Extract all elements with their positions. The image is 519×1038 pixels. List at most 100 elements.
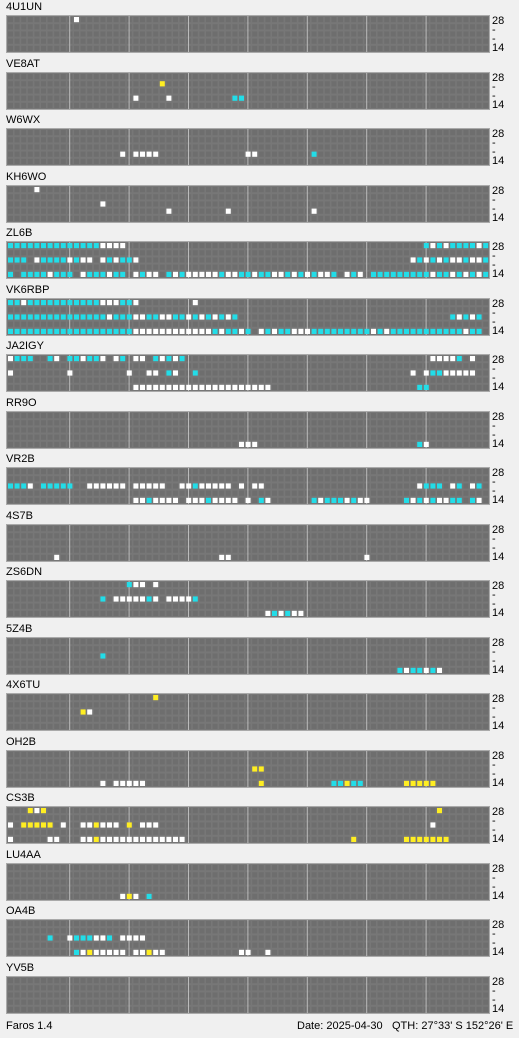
activity-cell [67, 483, 72, 488]
empty-cell [318, 144, 323, 149]
empty-cell [384, 314, 389, 319]
empty-cell [477, 378, 482, 383]
empty-cell [180, 469, 185, 474]
empty-cell [470, 533, 475, 538]
empty-cell [292, 660, 297, 665]
activity-cell [292, 328, 297, 333]
empty-cell [8, 24, 13, 29]
band-activity-grid[interactable] [6, 354, 490, 392]
empty-cell [28, 74, 33, 79]
empty-cell [470, 31, 475, 36]
empty-cell [285, 660, 290, 665]
empty-cell [160, 653, 165, 658]
empty-cell [450, 250, 455, 255]
empty-cell [252, 356, 257, 361]
empty-cell [279, 589, 284, 594]
activity-cell [153, 370, 158, 375]
empty-cell [279, 24, 284, 29]
empty-cell [331, 215, 336, 220]
empty-cell [239, 102, 244, 107]
band-activity-grid[interactable] [6, 128, 490, 166]
empty-cell [153, 39, 158, 44]
empty-cell [279, 95, 284, 100]
band-activity-grid[interactable] [6, 637, 490, 675]
empty-cell [463, 483, 468, 488]
empty-cell [21, 582, 26, 587]
empty-cell [120, 427, 125, 432]
empty-cell [21, 370, 26, 375]
empty-cell [338, 441, 343, 446]
empty-cell [239, 144, 244, 149]
empty-cell [338, 152, 343, 157]
empty-cell [444, 265, 449, 270]
activity-cell [54, 243, 59, 248]
empty-cell [312, 604, 317, 609]
band-activity-grid[interactable] [6, 241, 490, 279]
empty-cell [265, 491, 270, 496]
band-activity-grid[interactable] [6, 580, 490, 618]
empty-cell [81, 74, 86, 79]
empty-cell [180, 582, 185, 587]
empty-cell [371, 17, 376, 22]
activity-cell [114, 272, 119, 277]
empty-cell [483, 653, 488, 658]
empty-cell [483, 31, 488, 36]
empty-cell [450, 385, 455, 390]
activity-cell [265, 611, 270, 616]
empty-cell [430, 526, 435, 531]
empty-cell [411, 88, 416, 93]
empty-cell [54, 378, 59, 383]
empty-cell [199, 81, 204, 86]
empty-cell [160, 441, 165, 446]
empty-cell [298, 314, 303, 319]
band-activity-grid[interactable] [6, 298, 490, 336]
empty-cell [338, 420, 343, 425]
empty-cell [404, 604, 409, 609]
empty-cell [94, 265, 99, 270]
activity-cell [186, 314, 191, 319]
empty-cell [15, 653, 20, 658]
band-activity-grid[interactable] [6, 524, 490, 562]
activity-cell [265, 498, 270, 503]
empty-cell [87, 137, 92, 142]
empty-cell [470, 660, 475, 665]
empty-cell [378, 441, 383, 446]
activity-cell [21, 356, 26, 361]
empty-cell [206, 596, 211, 601]
band-activity-grid[interactable] [6, 15, 490, 53]
activity-cell [153, 582, 158, 587]
empty-cell [272, 265, 277, 270]
empty-cell [285, 363, 290, 368]
empty-cell [358, 547, 363, 552]
empty-cell [318, 300, 323, 305]
empty-cell [358, 130, 363, 135]
empty-cell [160, 413, 165, 418]
empty-cell [94, 321, 99, 326]
empty-cell [54, 194, 59, 199]
activity-cell [94, 328, 99, 333]
empty-cell [252, 427, 257, 432]
band-grid-svg [7, 242, 489, 278]
activity-cell [81, 300, 86, 305]
empty-cell [285, 159, 290, 164]
empty-cell [318, 307, 323, 312]
empty-cell [325, 420, 330, 425]
empty-cell [133, 46, 138, 51]
empty-cell [226, 187, 231, 192]
empty-cell [54, 469, 59, 474]
band-activity-grid[interactable] [6, 72, 490, 110]
empty-cell [338, 102, 343, 107]
band-activity-grid[interactable] [6, 411, 490, 449]
empty-cell [391, 413, 396, 418]
empty-cell [384, 434, 389, 439]
band-activity-grid[interactable] [6, 185, 490, 223]
empty-cell [8, 547, 13, 552]
empty-cell [312, 95, 317, 100]
empty-cell [345, 356, 350, 361]
empty-cell [358, 307, 363, 312]
empty-cell [483, 476, 488, 481]
empty-cell [417, 137, 422, 142]
empty-cell [160, 660, 165, 665]
band-activity-grid[interactable] [6, 467, 490, 505]
activity-cell [186, 385, 191, 390]
